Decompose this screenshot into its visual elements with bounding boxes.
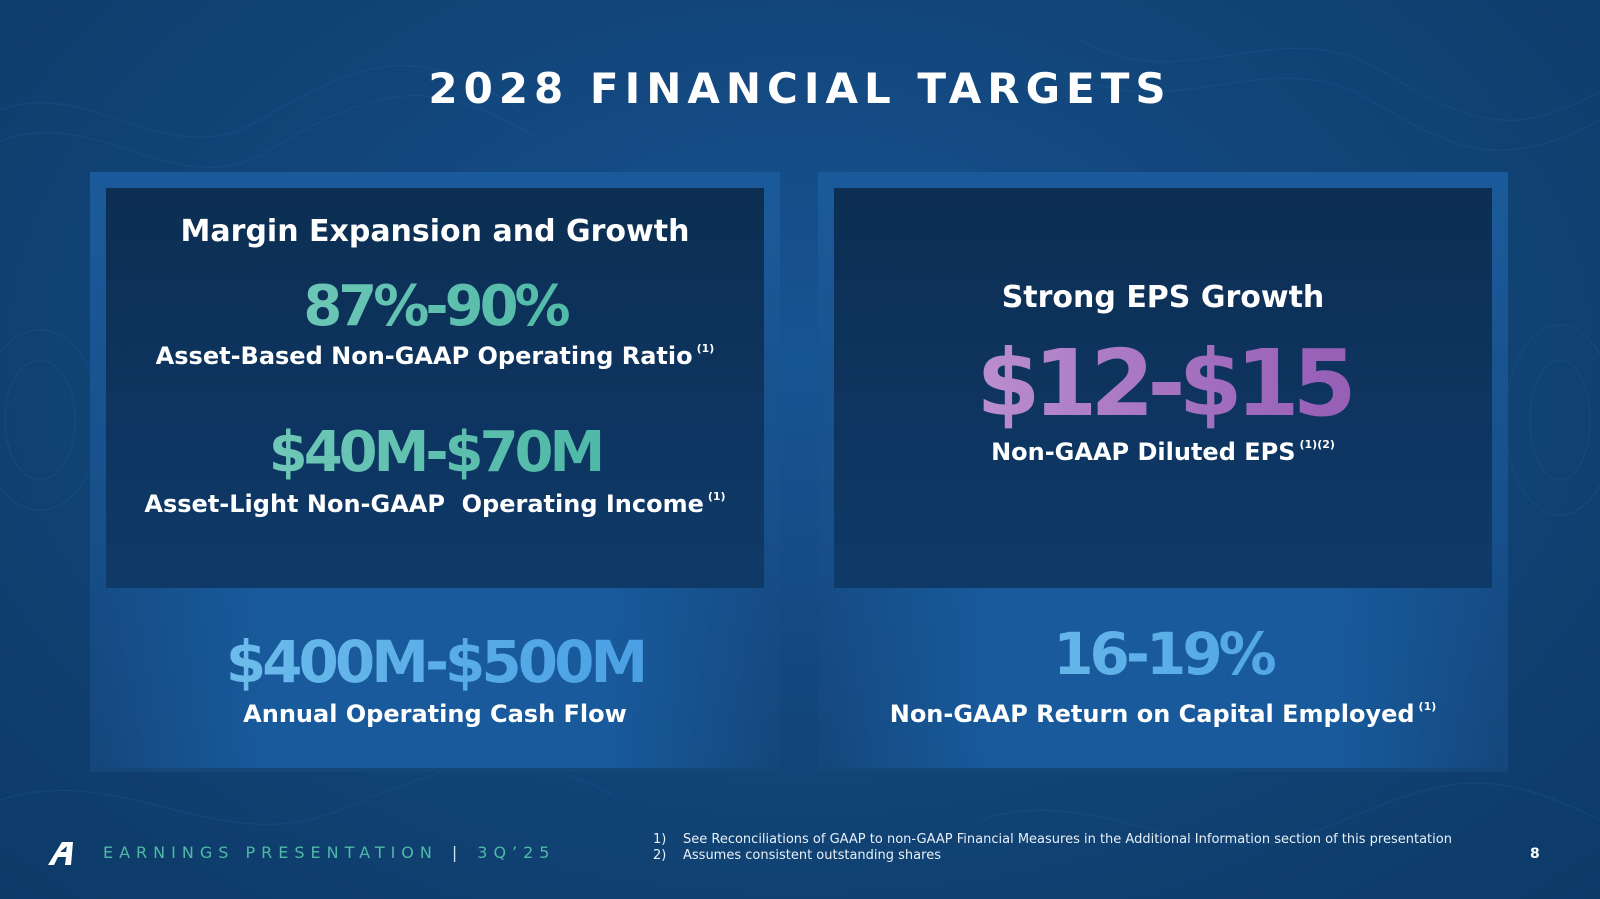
page-title: 2028 FINANCIAL TARGETS — [428, 64, 1172, 113]
right-panel-heading: Strong EPS Growth — [1001, 280, 1325, 315]
page-number: 8 — [1530, 846, 1540, 862]
roce-box — [818, 588, 1508, 768]
eps-label: Non-GAAP Diluted EPS (1)(2) — [991, 438, 1335, 466]
asset-light-income-label: Asset-Light Non-GAAP Operating Income (1) — [144, 490, 726, 518]
footnote-ref: (1)(2) — [1299, 438, 1335, 451]
footnote-2: 2) Assumes consistent outstanding shares — [653, 848, 941, 863]
operating-ratio-value: 87%-90% — [106, 274, 764, 339]
operating-ratio-label: Asset-Based Non-GAAP Operating Ratio (1) — [155, 342, 715, 370]
cash-flow-box — [90, 588, 780, 768]
arcbest-a-logo-icon — [48, 842, 73, 865]
eps-value: $12-$15 — [834, 330, 1492, 437]
right-panel — [834, 188, 1492, 588]
roce-value: 16-19% — [818, 620, 1508, 688]
left-panel-heading: Margin Expansion and Growth — [180, 214, 690, 249]
footnote-ref: (1) — [1418, 700, 1437, 713]
footnote-ref: (1) — [696, 342, 715, 355]
cash-flow-label: Annual Operating Cash Flow — [243, 700, 627, 728]
footer-brand: EARNINGS PRESENTATION | 3Q’25 — [103, 843, 556, 862]
footnotes: 1) See Reconciliations of GAAP to non-GAA… — [653, 832, 1452, 864]
left-panel — [106, 188, 764, 588]
asset-light-income-value: $40M-$70M — [106, 420, 764, 485]
cash-flow-value: $400M-$500M — [90, 628, 780, 696]
roce-label: Non-GAAP Return on Capital Employed (1) — [889, 700, 1437, 728]
footnote-ref: (1) — [707, 490, 726, 503]
footnote-1: 1) See Reconciliations of GAAP to non-GAA… — [653, 832, 1452, 847]
